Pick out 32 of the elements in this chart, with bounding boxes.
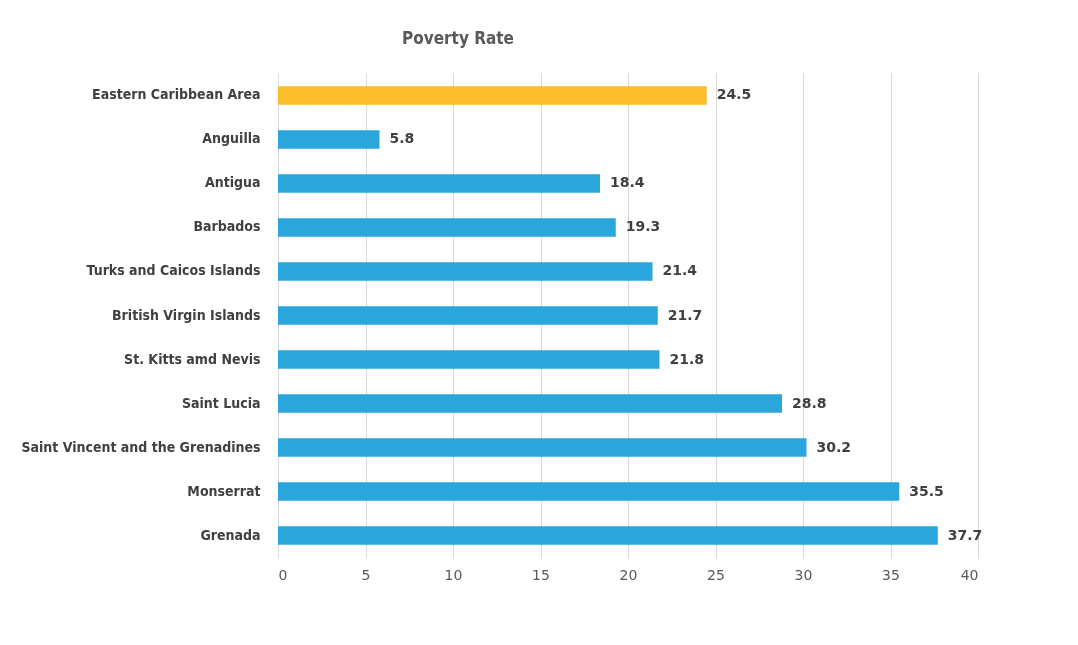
x-tick-label: 0 — [278, 566, 288, 583]
x-tick-label: 20 — [619, 566, 638, 583]
x-tick-label: 35 — [882, 566, 900, 583]
data-label: 19.3 — [625, 218, 661, 235]
x-tick-label: 40 — [960, 566, 979, 583]
y-tick-label: Grenada — [200, 526, 261, 543]
data-label: 18.4 — [610, 174, 645, 191]
data-label: 30.2 — [816, 438, 852, 455]
data-label: 21.8 — [669, 350, 705, 367]
x-tick-label: 10 — [444, 566, 463, 583]
y-tick-label: Turks and Caicos Islands — [86, 262, 261, 279]
x-tick-label: 30 — [794, 566, 813, 583]
data-label: 21.7 — [667, 306, 703, 323]
x-tick-label: 25 — [707, 566, 725, 583]
data-label: 35.5 — [909, 482, 944, 499]
data-label: 5.8 — [389, 130, 415, 147]
data-label: 28.8 — [792, 394, 827, 411]
data-label: 24.5 — [716, 86, 752, 103]
y-tick-label: Anguilla — [202, 130, 261, 147]
chart-title: Poverty Rate — [402, 28, 514, 48]
y-tick-label: Antigua — [204, 174, 261, 191]
x-tick-label: 15 — [532, 566, 550, 583]
y-tick-label: Saint Lucia — [181, 394, 261, 411]
y-tick-label: Eastern Caribbean Area — [92, 86, 261, 103]
y-tick-label: Saint Vincent and the Grenadines — [21, 438, 261, 455]
y-tick-label: Barbados — [193, 218, 261, 235]
y-tick-label: Monserrat — [187, 482, 261, 499]
data-label: 21.4 — [662, 262, 698, 279]
y-tick-label: St. Kitts amd Nevis — [124, 350, 261, 367]
x-tick-label: 5 — [361, 566, 371, 583]
y-tick-label: British Virgin Islands — [112, 306, 261, 323]
data-label: 37.7 — [947, 526, 983, 543]
